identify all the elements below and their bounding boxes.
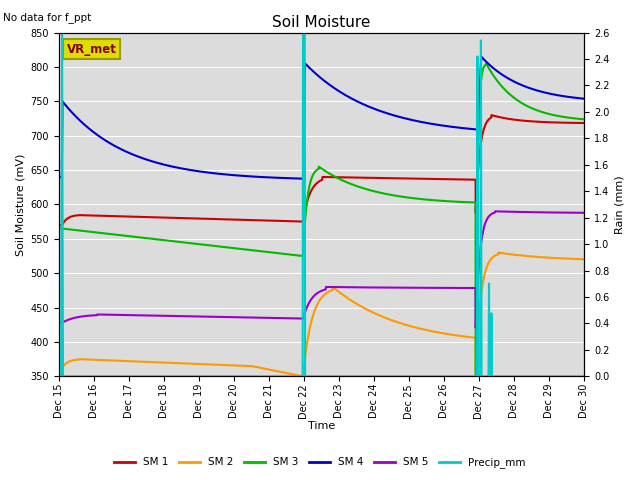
X-axis label: Time: Time	[308, 421, 335, 432]
Text: VR_met: VR_met	[67, 43, 116, 56]
Legend: SM 1, SM 2, SM 3, SM 4, SM 5, Precip_mm: SM 1, SM 2, SM 3, SM 4, SM 5, Precip_mm	[110, 453, 530, 472]
Title: Soil Moisture: Soil Moisture	[273, 15, 371, 30]
Y-axis label: Soil Moisture (mV): Soil Moisture (mV)	[15, 153, 25, 256]
Y-axis label: Rain (mm): Rain (mm)	[615, 175, 625, 234]
Text: No data for f_ppt: No data for f_ppt	[3, 12, 92, 23]
